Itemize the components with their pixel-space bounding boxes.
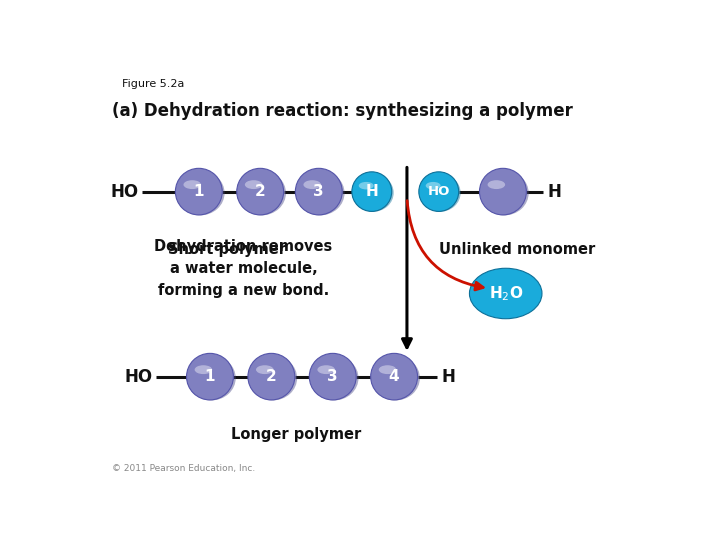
Text: Figure 5.2a: Figure 5.2a [122,79,184,89]
Ellipse shape [480,168,526,215]
Ellipse shape [187,356,235,400]
Text: 2: 2 [255,184,266,199]
Ellipse shape [237,171,286,215]
Text: (a) Dehydration reaction: synthesizing a polymer: (a) Dehydration reaction: synthesizing a… [112,102,573,120]
Text: Dehydration removes
a water molecule,
forming a new bond.: Dehydration removes a water molecule, fo… [154,239,333,298]
Ellipse shape [303,180,321,189]
Ellipse shape [352,172,392,212]
Ellipse shape [176,171,225,215]
Ellipse shape [186,353,233,400]
Text: H: H [547,183,562,201]
Text: 3: 3 [328,369,338,384]
Ellipse shape [310,353,356,400]
Ellipse shape [487,180,505,189]
Text: © 2011 Pearson Education, Inc.: © 2011 Pearson Education, Inc. [112,464,256,473]
Ellipse shape [194,365,212,374]
Text: Unlinked monomer: Unlinked monomer [438,241,595,256]
Ellipse shape [176,168,222,215]
Text: 1: 1 [204,369,215,384]
Text: H$_2$O: H$_2$O [488,284,523,303]
Ellipse shape [426,182,441,190]
Ellipse shape [256,365,274,374]
Ellipse shape [248,356,297,400]
Ellipse shape [371,356,420,400]
Ellipse shape [184,180,201,189]
Ellipse shape [237,168,284,215]
Ellipse shape [480,171,528,215]
Ellipse shape [419,174,461,212]
Ellipse shape [318,365,335,374]
Ellipse shape [352,174,394,212]
Ellipse shape [379,365,396,374]
Text: HO: HO [125,368,153,386]
Ellipse shape [296,171,345,215]
Text: Longer polymer: Longer polymer [231,427,361,442]
Ellipse shape [310,356,359,400]
Ellipse shape [419,172,459,212]
Text: HO: HO [110,183,138,201]
Text: H: H [441,368,456,386]
Ellipse shape [248,353,294,400]
Text: 4: 4 [389,369,400,384]
Ellipse shape [295,168,342,215]
Text: 3: 3 [313,184,324,199]
Text: 1: 1 [194,184,204,199]
Text: 2: 2 [266,369,276,384]
Text: HO: HO [428,185,450,198]
Text: Short polymer: Short polymer [168,241,286,256]
Text: H: H [366,184,378,199]
Ellipse shape [469,268,542,319]
Ellipse shape [359,182,374,190]
Ellipse shape [371,353,418,400]
Ellipse shape [245,180,262,189]
